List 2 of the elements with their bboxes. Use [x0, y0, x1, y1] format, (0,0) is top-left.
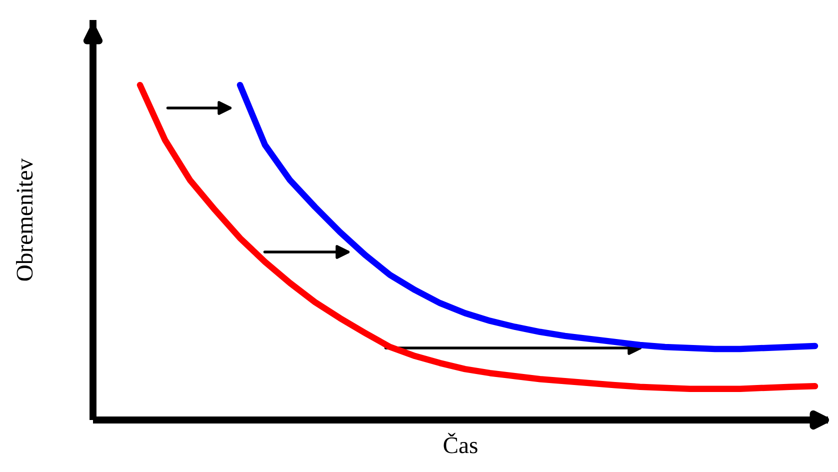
- y-axis-title: Obremenitev: [16, 158, 33, 281]
- x-axis-title: Čas: [444, 432, 478, 454]
